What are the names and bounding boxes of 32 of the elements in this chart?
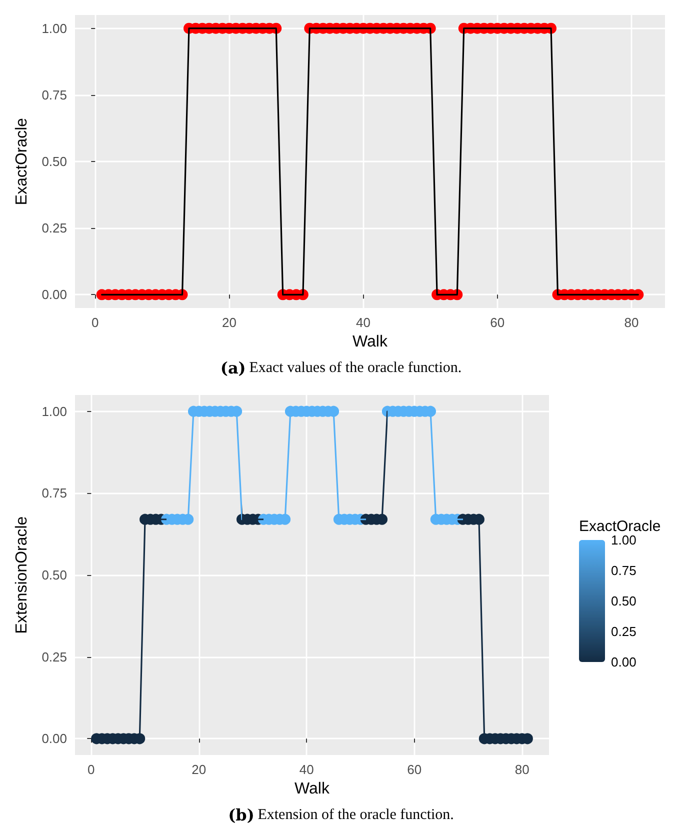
color-bar-title: ExactOracle (579, 518, 661, 535)
y-tick-label: 0.25 (42, 220, 67, 236)
x-tick-label: 20 (192, 762, 206, 777)
x-axis-title: Walk (294, 780, 330, 798)
y-axis-title: ExactOracle (14, 118, 30, 206)
y-tick-label: 0.50 (42, 154, 67, 169)
color-bar-label: 0.25 (611, 624, 636, 639)
x-tick-label: 20 (222, 315, 236, 330)
y-tick-label: 1.00 (42, 404, 67, 419)
y-tick-label: 0.00 (42, 731, 67, 746)
color-bar-label: 1.00 (611, 532, 636, 548)
x-axis-title: Walk (352, 333, 388, 350)
text: (b) Extension of the oracle function. (228, 806, 454, 824)
color-bar-label: 0.75 (611, 563, 636, 578)
x-tick-label: 40 (356, 315, 371, 330)
x-tick-label: 80 (514, 762, 530, 777)
y-tick-label: 0.00 (42, 287, 67, 302)
color-bar-label: 0.00 (611, 654, 636, 670)
x-tick-label: 60 (490, 315, 505, 330)
x-tick-label: 40 (299, 762, 314, 777)
y-tick-label: 1.00 (42, 20, 67, 36)
x-tick-label: 0 (91, 315, 99, 330)
y-tick-label: 0.75 (42, 87, 67, 102)
x-tick-label: 60 (407, 762, 422, 777)
color-bar-label: 0.50 (611, 594, 636, 608)
y-axis-title: ExtensionOracle (14, 516, 30, 634)
y-tick-label: 0.75 (42, 486, 67, 501)
y-tick-label: 0.25 (42, 649, 67, 664)
x-tick-label: 0 (88, 762, 95, 777)
text: (a) Exact values of the oracle function. (220, 358, 462, 378)
x-tick-label: 80 (624, 315, 639, 330)
y-tick-label: 0.50 (42, 568, 67, 582)
